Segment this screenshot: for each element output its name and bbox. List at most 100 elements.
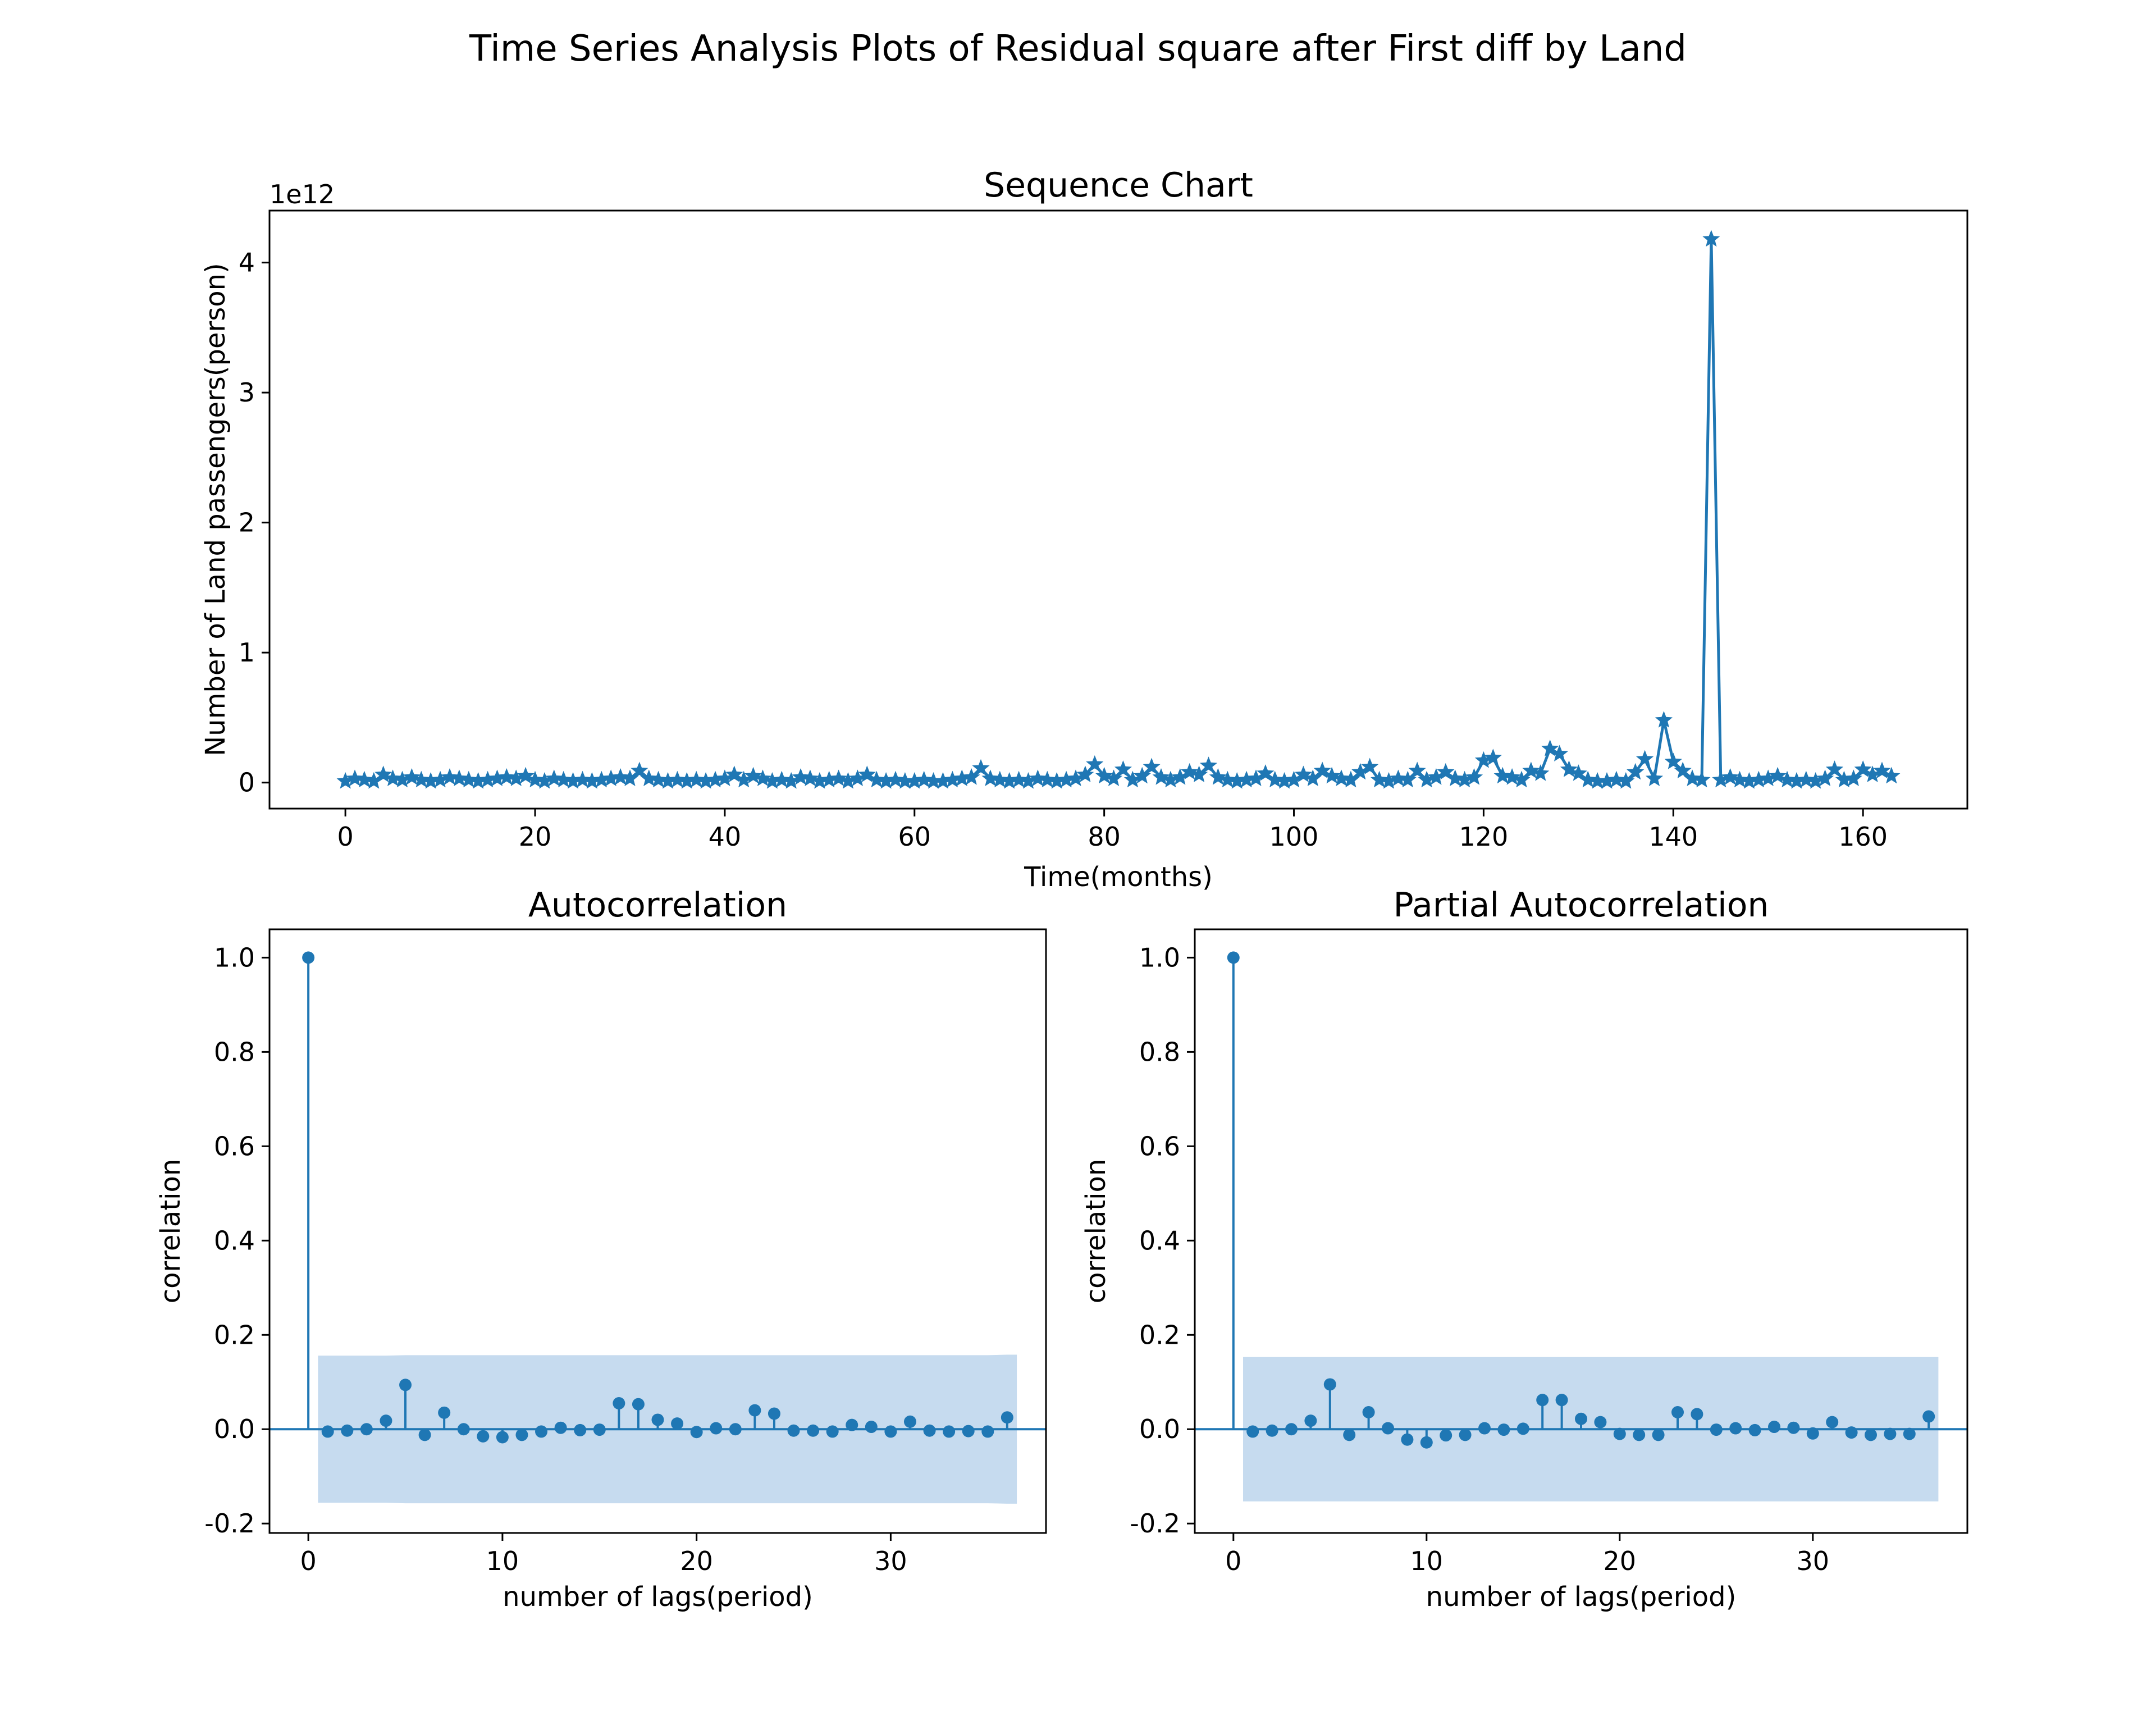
data-point xyxy=(1362,1406,1375,1418)
y-tick-label: -0.2 xyxy=(1130,1508,1180,1539)
y-tick-label: 0.4 xyxy=(214,1225,255,1256)
x-axis-label: number of lags(period) xyxy=(1426,1581,1737,1613)
data-point xyxy=(321,1425,334,1438)
y-tick-label: 0.0 xyxy=(214,1414,255,1444)
y-offset-label: 1e12 xyxy=(270,179,335,209)
data-point xyxy=(1797,770,1815,788)
data-point xyxy=(573,770,592,788)
plot-frame xyxy=(268,928,1047,1534)
x-tick-label: 0 xyxy=(337,822,354,852)
data-point xyxy=(1873,761,1891,779)
data-point xyxy=(1569,764,1587,781)
data-point xyxy=(1594,1416,1607,1429)
data-point xyxy=(1133,766,1151,784)
data-point xyxy=(972,759,990,776)
data-point xyxy=(1001,1411,1013,1424)
data-point xyxy=(1633,1429,1646,1441)
y-tick-label: 0.8 xyxy=(214,1037,255,1067)
plot-frame xyxy=(268,209,1968,810)
data-point xyxy=(477,1430,490,1443)
data-point xyxy=(1513,770,1531,788)
x-axis-label: number of lags(period) xyxy=(503,1581,813,1613)
data-point xyxy=(1674,761,1692,779)
data-point xyxy=(830,769,848,787)
data-point xyxy=(753,769,771,787)
data-point xyxy=(826,1425,839,1438)
chart-title: Partial Autocorrelation xyxy=(1394,886,1769,925)
y-axis-label: correlation xyxy=(155,1159,186,1304)
data-point xyxy=(1190,765,1208,783)
y-tick-label: 0.8 xyxy=(1139,1037,1180,1067)
data-point xyxy=(1516,1422,1529,1435)
data-point xyxy=(801,769,819,787)
x-tick-label: 0 xyxy=(300,1546,317,1576)
y-tick-label: 0.2 xyxy=(1139,1320,1180,1350)
data-point xyxy=(1845,1426,1858,1439)
data-point xyxy=(1370,770,1388,788)
data-point xyxy=(1721,768,1739,785)
y-tick-label: 0 xyxy=(239,768,255,798)
data-point xyxy=(631,761,648,779)
data-point xyxy=(1105,769,1123,787)
data-point xyxy=(554,1421,567,1434)
y-tick-label: -0.2 xyxy=(204,1508,255,1539)
data-point xyxy=(526,770,544,788)
data-point xyxy=(1257,764,1275,781)
data-point xyxy=(1816,769,1834,787)
data-point xyxy=(1636,750,1654,767)
data-point xyxy=(1768,1421,1780,1434)
sequence-chart: Sequence Chart 0 20 40 60 80 100 120 140 160 0 1 2 3 4… xyxy=(200,166,1968,893)
data-point xyxy=(1555,1394,1568,1407)
data-point xyxy=(867,770,885,788)
data-point xyxy=(943,1425,956,1438)
x-tick-label: 10 xyxy=(1410,1546,1444,1576)
data-point xyxy=(729,1423,742,1436)
data-point xyxy=(611,768,629,785)
data-point xyxy=(768,1407,780,1420)
data-point xyxy=(884,1425,897,1438)
data-point xyxy=(497,768,515,785)
data-point xyxy=(1710,1423,1723,1436)
data-point xyxy=(748,1404,761,1417)
data-point xyxy=(690,1426,703,1439)
data-point xyxy=(1459,1429,1472,1441)
data-point xyxy=(1778,770,1796,788)
data-point xyxy=(384,769,402,787)
data-point xyxy=(1825,760,1844,777)
data-point xyxy=(1181,763,1199,780)
data-point xyxy=(1294,765,1312,783)
data-point xyxy=(1769,766,1787,784)
data-point xyxy=(1323,766,1341,784)
y-tick-label: 4 xyxy=(239,248,255,278)
data-point xyxy=(545,769,563,787)
data-point xyxy=(1401,1433,1414,1446)
data-point xyxy=(450,769,468,787)
x-tick-label: 30 xyxy=(874,1546,907,1576)
data-point xyxy=(399,1379,412,1391)
data-point xyxy=(1389,769,1407,787)
data-point xyxy=(1332,769,1350,787)
data-point xyxy=(1844,769,1862,787)
x-tick-label: 40 xyxy=(709,822,742,852)
data-point xyxy=(574,1423,587,1436)
data-point xyxy=(858,765,876,783)
data-point xyxy=(1731,770,1749,788)
y-axis-label: Number of Land passengers(person) xyxy=(200,263,231,756)
data-point xyxy=(1029,769,1047,787)
data-point xyxy=(1883,766,1901,784)
chart-title: Autocorrelation xyxy=(528,886,787,925)
data-point xyxy=(962,768,980,785)
data-point xyxy=(1617,772,1635,789)
x-tick-label: 20 xyxy=(1604,1546,1637,1576)
x-tick-label: 60 xyxy=(898,822,931,852)
data-point xyxy=(1076,765,1094,783)
data-point xyxy=(1655,711,1673,728)
data-point xyxy=(555,770,573,788)
data-point xyxy=(651,1413,664,1426)
data-point xyxy=(1199,756,1218,773)
figure-title: Time Series Analysis Plots of Residual s… xyxy=(469,28,1687,70)
data-point xyxy=(1361,757,1379,775)
x-tick-label: 160 xyxy=(1838,822,1888,852)
data-point xyxy=(1266,1424,1278,1437)
